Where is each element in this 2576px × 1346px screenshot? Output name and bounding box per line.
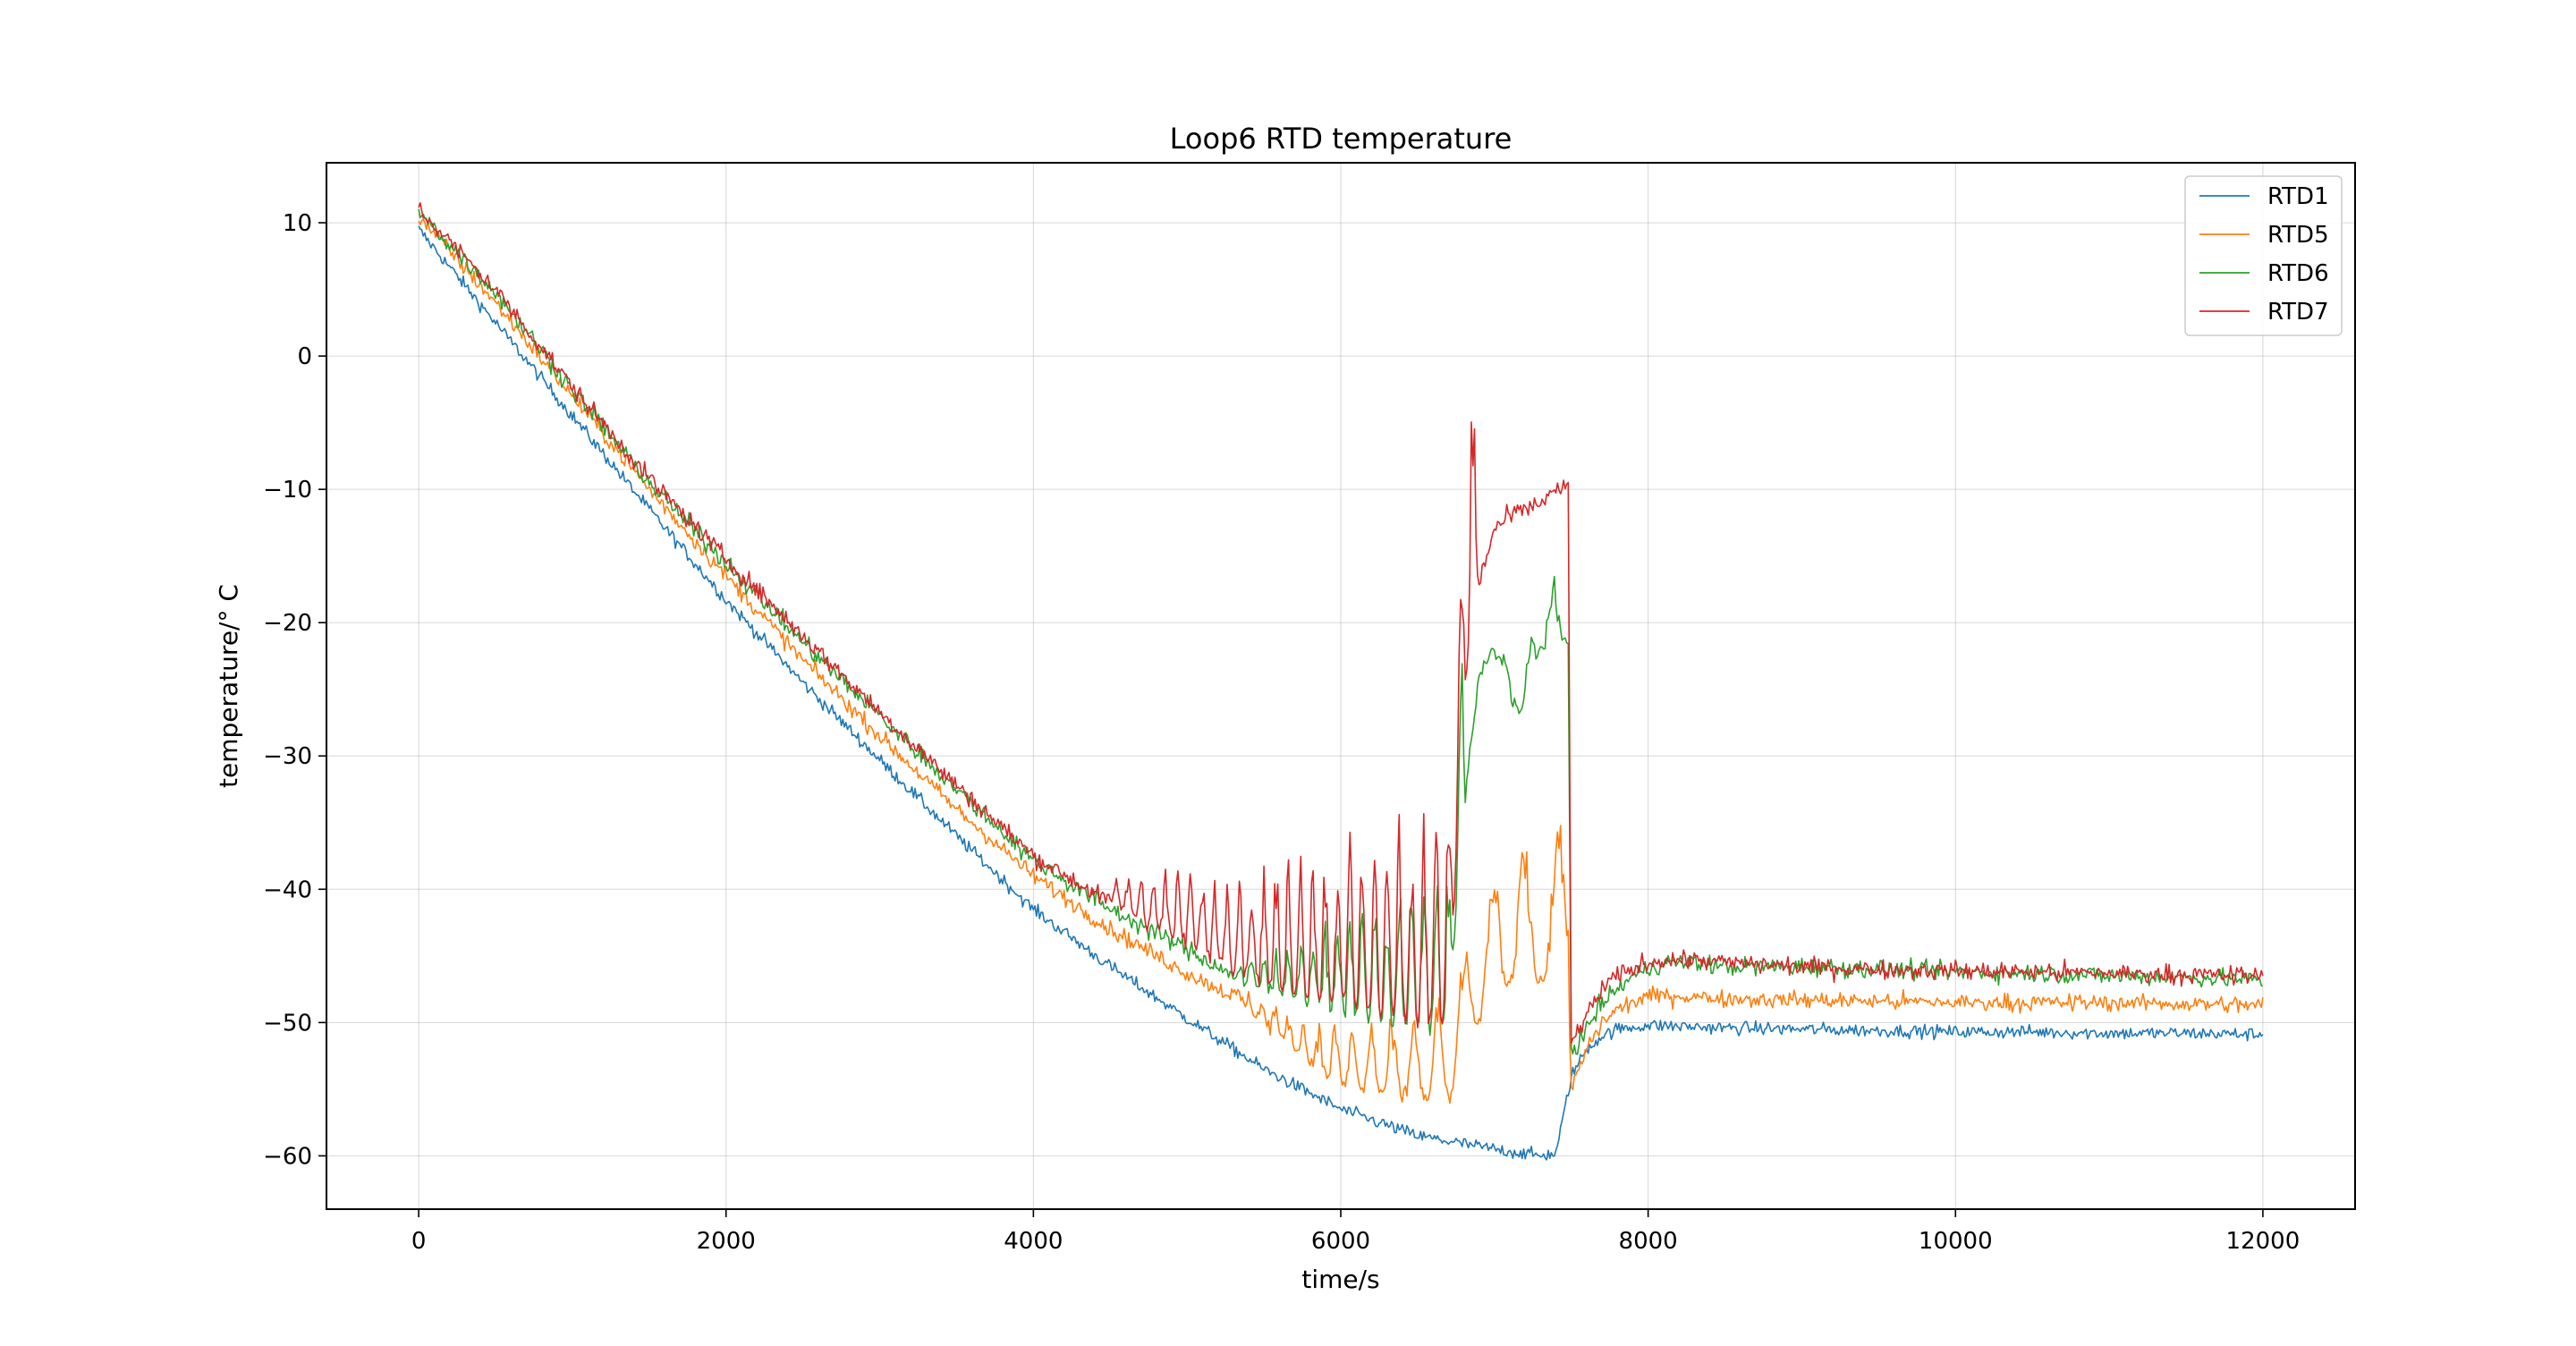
legend: RTD1 RTD5 RTD6 RTD7 [2184,175,2343,336]
legend-label-rtd6: RTD6 [2267,260,2329,287]
y-tick-label: −10 [263,477,312,504]
x-tick-label: 12000 [2226,1228,2301,1255]
y-tick-label: −30 [263,743,312,770]
y-axis-label: temperature/° C [214,584,243,788]
grid [326,163,2355,1209]
x-tick-label: 6000 [1311,1228,1370,1255]
y-axis-ticks: 10 0 −10 −20 −30 −40 −50 −60 [263,210,326,1170]
y-tick-label: −50 [263,1010,312,1037]
series-line-rtd1 [418,225,2264,1161]
legend-label-rtd7: RTD7 [2267,299,2329,326]
x-axis-label: time/s [1301,1265,1379,1294]
series-line-rtd5 [418,218,2264,1105]
x-tick-label: 10000 [1919,1228,1993,1255]
x-axis-ticks: 0 2000 4000 6000 8000 10000 12000 [411,1209,2300,1255]
y-tick-label: −40 [263,876,312,903]
y-tick-label: −60 [263,1143,312,1170]
legend-label-rtd1: RTD1 [2267,183,2329,210]
y-tick-label: 10 [283,210,312,237]
x-tick-label: 2000 [697,1228,756,1255]
legend-label-rtd5: RTD5 [2267,222,2329,249]
x-tick-label: 8000 [1619,1228,1678,1255]
y-tick-label: 0 [297,343,312,370]
series-line-rtd7 [418,202,2264,1045]
plot-series-area [418,202,2264,1161]
x-tick-label: 4000 [1004,1228,1063,1255]
y-tick-label: −20 [263,610,312,637]
legend-box [2184,175,2343,336]
chart-title: Loop6 RTD temperature [1170,122,1513,156]
x-tick-label: 0 [411,1228,427,1255]
